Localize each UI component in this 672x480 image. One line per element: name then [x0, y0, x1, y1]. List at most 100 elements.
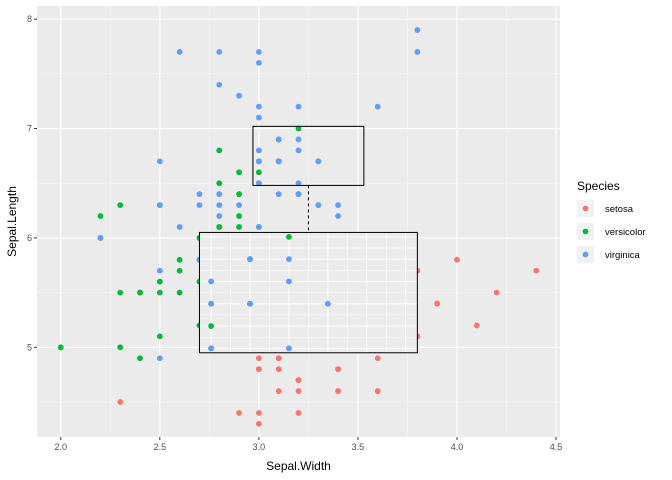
- zoom-point-virginica: [286, 278, 292, 285]
- data-point-virginica: [97, 235, 104, 241]
- data-point-setosa: [434, 300, 441, 307]
- data-point-versicolor: [216, 180, 223, 187]
- data-point-versicolor: [137, 355, 143, 362]
- data-point-setosa: [295, 377, 302, 384]
- data-point-setosa: [335, 388, 342, 394]
- data-point-setosa: [493, 289, 500, 296]
- legend-swatch-virginica: [582, 251, 589, 258]
- legend-swatch-versicolor: [582, 228, 589, 235]
- data-point-versicolor: [57, 344, 64, 351]
- zoom-point-virginica: [286, 345, 292, 352]
- data-point-virginica: [255, 59, 262, 66]
- data-point-virginica: [255, 49, 262, 55]
- data-point-virginica: [255, 103, 262, 110]
- data-point-virginica: [335, 202, 342, 208]
- data-point-versicolor: [255, 169, 262, 176]
- data-point-versicolor: [156, 278, 163, 285]
- data-point-virginica: [275, 158, 282, 165]
- zoom-point-virginica: [324, 300, 331, 307]
- data-point-versicolor: [117, 289, 124, 296]
- data-point-virginica: [196, 202, 203, 208]
- x-axis-title: Sepal.Width: [266, 459, 331, 473]
- data-point-virginica: [255, 224, 262, 230]
- data-point-virginica: [156, 202, 163, 208]
- data-point-virginica: [295, 103, 302, 110]
- data-point-setosa: [533, 267, 540, 274]
- data-point-versicolor: [156, 289, 163, 296]
- data-point-virginica: [255, 180, 262, 187]
- grid-minor: [37, 6, 560, 437]
- data-point-versicolor: [176, 256, 183, 263]
- data-point-setosa: [255, 366, 262, 373]
- data-point-setosa: [295, 410, 302, 416]
- data-point-versicolor: [117, 202, 124, 208]
- data-point-setosa: [255, 410, 262, 416]
- y-axis-title: Sepal.Length: [5, 186, 19, 257]
- legend-label-versicolor: versicolor: [605, 227, 646, 238]
- data-point-setosa: [236, 410, 242, 416]
- x-tick-label: 4.0: [451, 442, 464, 452]
- data-point-versicolor: [216, 147, 223, 154]
- data-point-setosa: [374, 388, 381, 394]
- x-tick-label: 3.5: [352, 442, 365, 452]
- data-point-virginica: [335, 213, 342, 219]
- x-tick-label: 2.5: [154, 442, 167, 452]
- data-point-virginica: [315, 202, 322, 208]
- data-point-virginica: [374, 103, 381, 110]
- data-point-virginica: [315, 158, 322, 165]
- data-point-virginica: [295, 191, 302, 198]
- zoom-point-versicolor: [208, 323, 215, 329]
- data-point-setosa: [374, 355, 381, 362]
- data-point-setosa: [255, 355, 262, 362]
- zoom-overlay: [198, 125, 418, 354]
- data-point-setosa: [473, 322, 480, 329]
- data-point-setosa: [335, 366, 342, 373]
- data-point-virginica: [196, 191, 203, 198]
- y-axis: 5 6 7 8: [27, 14, 37, 352]
- data-point-setosa: [454, 256, 460, 263]
- y-tick-label: 7: [27, 124, 32, 134]
- data-point-setosa: [275, 388, 282, 394]
- data-point-virginica: [236, 202, 242, 208]
- data-point-setosa: [117, 399, 124, 405]
- data-point-versicolor: [216, 224, 223, 230]
- data-point-versicolor: [137, 289, 143, 296]
- data-point-versicolor: [236, 191, 242, 198]
- data-point-virginica: [216, 49, 223, 55]
- zoom-point-virginica: [247, 256, 253, 263]
- data-point-versicolor: [176, 267, 183, 274]
- data-point-virginica: [255, 147, 262, 154]
- legend-label-virginica: virginica: [605, 250, 641, 261]
- data-point-setosa: [275, 366, 282, 373]
- data-point-virginica: [156, 355, 163, 362]
- data-point-virginica: [176, 224, 183, 230]
- data-point-virginica: [216, 81, 223, 88]
- legend-swatch-setosa: [582, 205, 589, 212]
- data-point-virginica: [295, 180, 302, 187]
- data-point-virginica: [414, 49, 421, 55]
- data-point-virginica: [216, 213, 223, 219]
- data-point-versicolor: [176, 289, 183, 296]
- x-tick-label: 3.0: [253, 442, 266, 452]
- data-point-setosa: [255, 420, 262, 427]
- data-point-virginica: [275, 136, 282, 143]
- y-tick-label: 5: [27, 342, 32, 352]
- y-tick-label: 8: [27, 14, 32, 24]
- zoom-point-virginica: [286, 256, 292, 263]
- data-point-virginica: [295, 147, 302, 154]
- y-tick-label: 6: [27, 233, 32, 243]
- zoom-point-virginica: [208, 278, 215, 285]
- legend-title: Species: [577, 179, 620, 193]
- data-point-virginica: [295, 136, 302, 143]
- x-tick-label: 4.5: [550, 442, 563, 452]
- data-point-versicolor: [156, 333, 163, 340]
- data-point-virginica: [414, 27, 421, 33]
- zoom-point-versicolor: [286, 233, 292, 240]
- zoom-inset: [199, 232, 418, 353]
- data-point-setosa: [295, 388, 302, 394]
- data-point-virginica: [156, 267, 163, 274]
- legend-label-setosa: setosa: [605, 204, 634, 215]
- data-point-versicolor: [97, 213, 104, 219]
- data-point-versicolor: [236, 224, 242, 230]
